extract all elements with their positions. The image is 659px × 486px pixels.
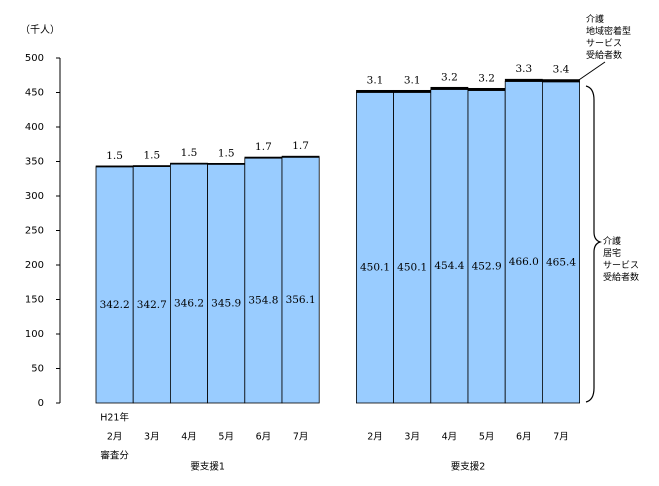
value-label: 465.4 (546, 256, 576, 268)
bar-top-segment (207, 162, 246, 165)
bar (393, 92, 432, 404)
value-label: 454.4 (434, 260, 464, 272)
y-tick-label: 200 (25, 260, 44, 271)
value-label: 1.5 (181, 147, 198, 159)
value-label: 3.4 (553, 64, 570, 76)
bar-top-segment (430, 86, 469, 90)
y-tick-label: 0 (38, 398, 44, 409)
y-tick-label: 450 (25, 88, 44, 99)
y-axis-label: （千人） (20, 24, 60, 36)
bar (355, 92, 394, 404)
bar-top-segment (542, 79, 580, 83)
bar-top-segment (281, 155, 320, 158)
group-label: 要支援1 (190, 461, 225, 473)
bar (244, 157, 283, 404)
value-label: 452.9 (472, 261, 502, 273)
value-label: 3.2 (478, 72, 495, 84)
value-label: 356.1 (286, 294, 316, 306)
value-label: 345.9 (211, 298, 241, 310)
x-tick-label: 3月 (404, 431, 420, 443)
x-tick-label: 7月 (292, 431, 309, 443)
value-label: 3.3 (515, 63, 532, 75)
y-tick-label: 100 (25, 329, 44, 340)
legend-entry: 介護 地域密着型 サービス 受給者数 (586, 15, 632, 61)
bar (504, 81, 543, 404)
value-label: 1.7 (255, 141, 272, 153)
x-tick-label: 5月 (218, 431, 234, 443)
value-label: 354.8 (248, 295, 278, 307)
bar (542, 81, 581, 404)
x-tick-label: 2月 (367, 431, 383, 443)
legend-entry: 介護 居宅 サービス 受給者数 (603, 237, 640, 283)
bar (281, 156, 320, 404)
bar-top-segment (170, 162, 208, 165)
value-label: 3.2 (441, 71, 458, 83)
bar-top-segment (132, 165, 171, 167)
bar (467, 90, 506, 404)
y-tick-label: 250 (25, 226, 44, 237)
x-tick-label: 6月 (516, 431, 532, 443)
bar (169, 163, 208, 404)
group-label: 要支援2 (450, 461, 486, 473)
bar (430, 89, 469, 404)
y-tick-label: 400 (25, 122, 44, 133)
bar-top-segment (244, 156, 283, 159)
x-tick-label: 4月 (441, 431, 458, 443)
y-tick-label: 50 (31, 364, 44, 375)
value-label: 342.7 (137, 299, 167, 311)
value-label: 1.7 (292, 140, 309, 152)
value-label: 346.2 (174, 298, 204, 310)
bar (95, 166, 134, 404)
y-tick-label: 300 (25, 191, 44, 202)
bar-top-segment (393, 89, 432, 93)
value-label: 466.0 (509, 256, 539, 268)
y-tick-label: 350 (25, 157, 44, 168)
x-tick-label: 3月 (144, 431, 160, 443)
bar (207, 163, 246, 404)
x-tick-label: 4月 (181, 431, 197, 443)
value-label: 450.1 (397, 262, 427, 274)
x-tick-label: 5月 (478, 431, 495, 443)
bar-top-segment (504, 78, 543, 82)
x-tick-label: 7月 (553, 431, 569, 443)
x-tick-label: 6月 (255, 431, 272, 443)
bar (132, 166, 171, 404)
y-tick-label: 500 (25, 53, 44, 64)
value-label: 3.1 (404, 74, 421, 86)
bar-top-segment (356, 89, 394, 93)
value-label: 450.1 (360, 262, 390, 274)
y-tick-label: 150 (25, 295, 44, 306)
x-tick-label: H21年 2月 審査分 (100, 412, 129, 462)
value-label: 1.5 (218, 147, 235, 159)
value-label: 3.1 (367, 74, 384, 86)
value-label: 1.5 (106, 150, 123, 162)
bracket (585, 85, 602, 403)
bar-top-segment (95, 165, 134, 168)
bar-top-segment (467, 87, 506, 91)
value-label: 1.5 (143, 150, 160, 162)
value-label: 342.2 (100, 299, 130, 311)
